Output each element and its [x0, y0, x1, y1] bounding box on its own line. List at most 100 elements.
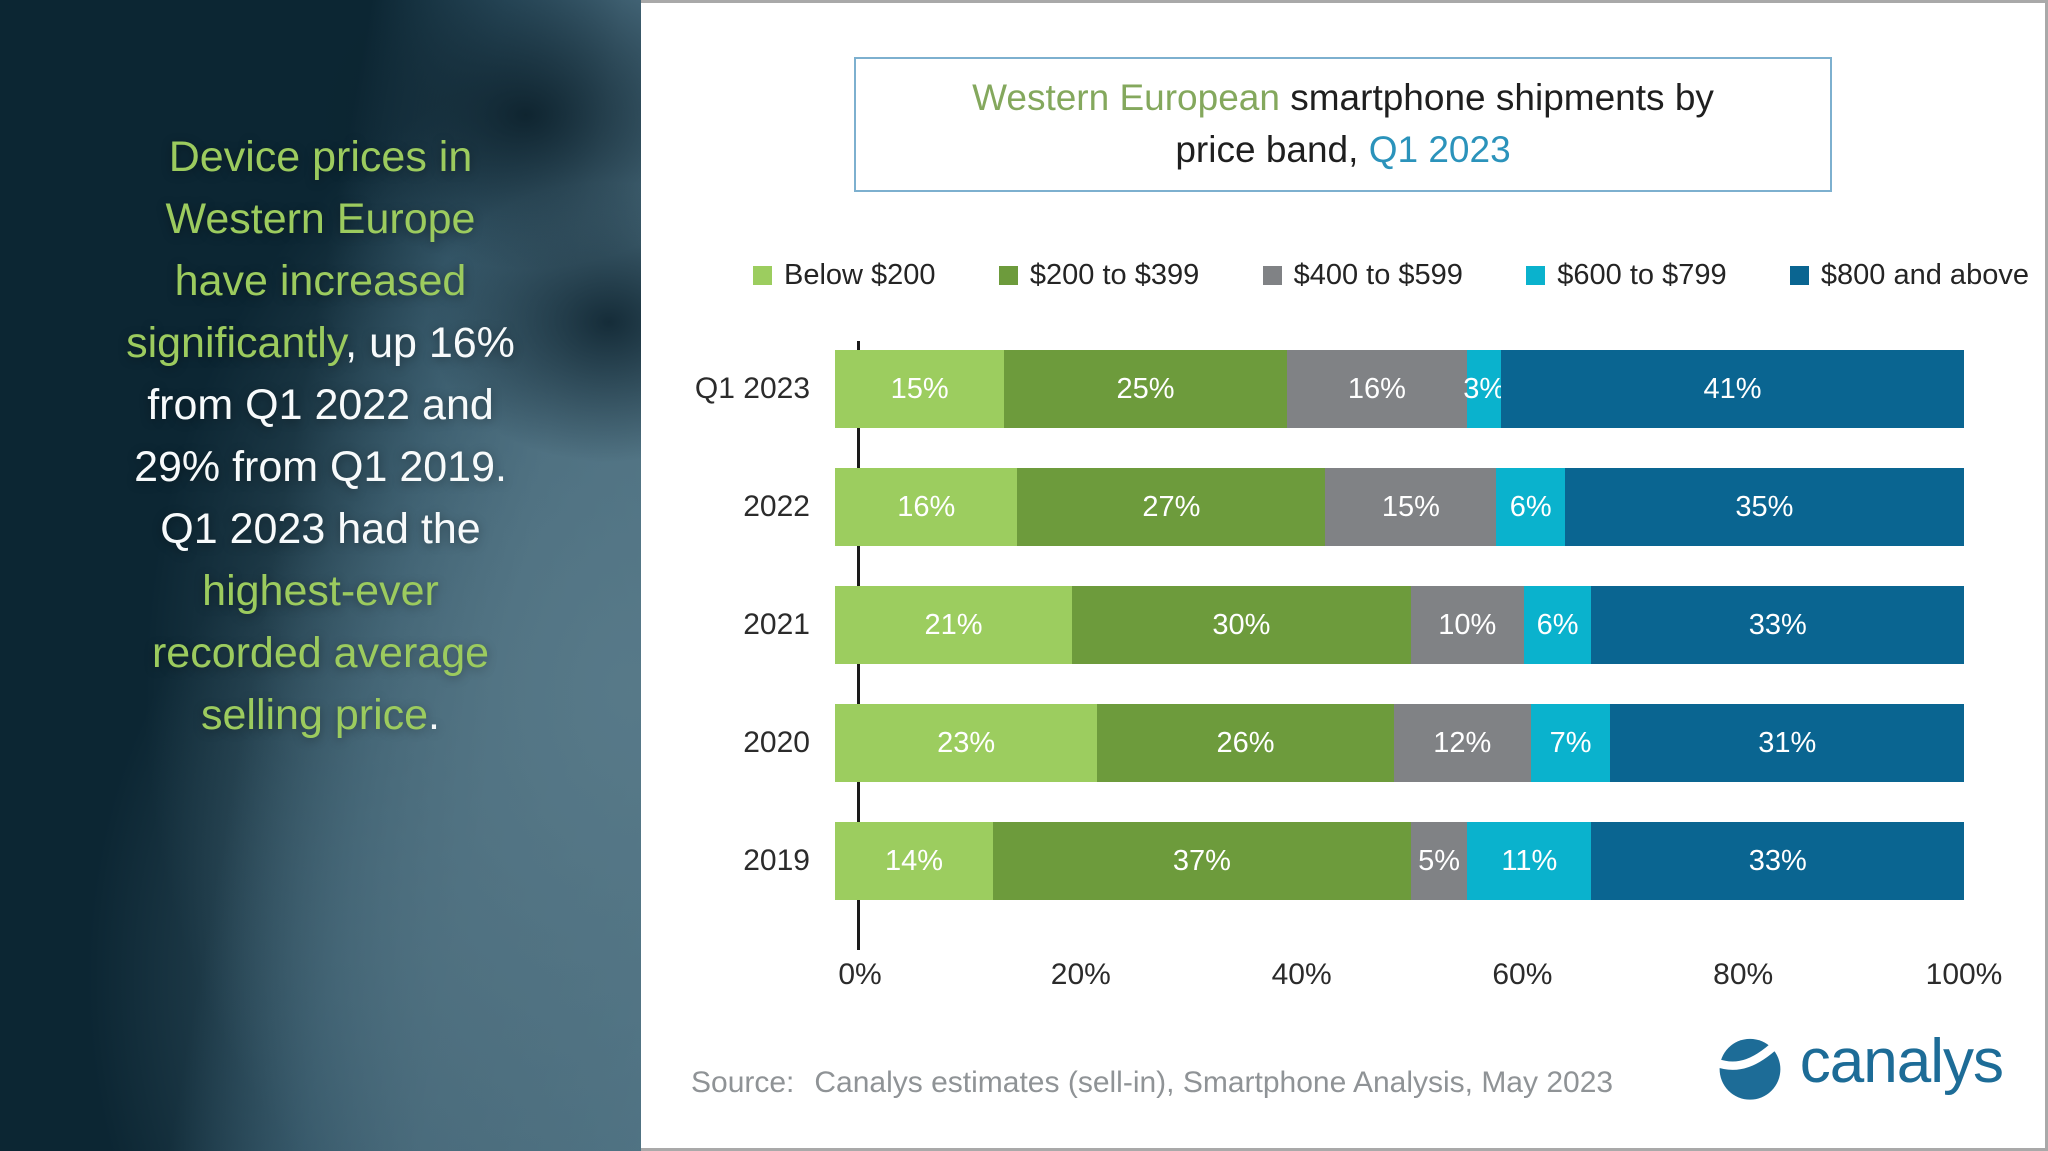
legend-swatch-icon	[1526, 266, 1546, 285]
bar-row: 2022 16% 27% 15% 6% 35%	[641, 468, 1964, 546]
bar-value-label: 41%	[1703, 372, 1762, 405]
chart-title-quarter: Q1 2023	[1368, 129, 1511, 170]
legend-swatch-icon	[998, 266, 1018, 285]
bar-rows: Q1 2023 15% 25% 16% 3% 41% 2022 16% 27% 15% 6% 35% 2…	[641, 350, 1964, 940]
bar-segment: 6%	[1496, 468, 1565, 546]
bar-segment: 12%	[1393, 704, 1531, 782]
source-note: Source: Canalys estimates (sell-in), Smar…	[691, 1066, 1613, 1100]
quote-segment: 29% from Q1 2019.	[134, 443, 507, 491]
bar-value-label: 27%	[1142, 490, 1201, 523]
quote-line: recorded average	[0, 622, 641, 684]
bar-segment: 26%	[1097, 704, 1394, 782]
bar-segment: 21%	[835, 586, 1073, 664]
bar-segment: 15%	[1325, 468, 1497, 546]
x-axis-tick-label: 40%	[1271, 958, 1332, 991]
legend-item: $400 to $599	[1262, 259, 1463, 292]
category-label: 2019	[743, 844, 810, 877]
bar-segment: 7%	[1530, 704, 1611, 782]
chart-panel: Western European smartphone shipments by…	[641, 0, 2048, 1151]
bar-segment: 15%	[835, 350, 1005, 428]
legend-item: $600 to $799	[1526, 259, 1727, 292]
source-label: Source:	[691, 1066, 795, 1099]
bar-value-label: 3%	[1463, 372, 1506, 405]
bar-value-label: 14%	[885, 844, 944, 877]
bar-segment: 5%	[1410, 822, 1468, 900]
bar-row: 2019 14% 37% 5% 11% 33%	[641, 822, 1964, 900]
stacked-bar: 14% 37% 5% 11% 33%	[835, 822, 1964, 900]
chart-title-line1: Western European smartphone shipments by	[872, 72, 1814, 124]
bar-row: 2021 21% 30% 10% 6% 33%	[641, 586, 1964, 664]
quote-segment: selling price	[200, 691, 429, 739]
legend-label: $200 to $399	[1029, 259, 1200, 291]
legend-label: $800 and above	[1820, 259, 2029, 291]
bar-value-label: 6%	[1536, 608, 1579, 641]
x-axis-tick-label: 0%	[838, 958, 882, 991]
category-label: Q1 2023	[694, 372, 810, 405]
quote-line: from Q1 2022 and	[0, 374, 641, 436]
bar-segment: 16%	[835, 468, 1018, 546]
bar-segment: 27%	[1017, 468, 1326, 546]
chart-title-line2: price band, Q1 2023	[872, 124, 1814, 176]
legend-label: $600 to $799	[1557, 259, 1727, 291]
bar-segment: 37%	[993, 822, 1411, 900]
bar-segment: 10%	[1410, 586, 1524, 664]
bar-value-label: 30%	[1212, 608, 1271, 641]
bar-segment: 11%	[1467, 822, 1592, 900]
bar-segment: 30%	[1072, 586, 1411, 664]
quote-line: have increased	[0, 250, 641, 312]
legend-item: $200 to $399	[998, 259, 1200, 292]
bar-segment: 6%	[1523, 586, 1592, 664]
bar-segment: 33%	[1591, 822, 1964, 900]
canalys-logo-icon	[1713, 1032, 1786, 1100]
quote-segment: from Q1 2022 and	[147, 381, 494, 429]
legend: Below $200 $200 to $399 $400 to $599 $600 t…	[753, 259, 2029, 292]
bar-segment: 14%	[835, 822, 994, 900]
bar-value-label: 12%	[1433, 726, 1492, 759]
quote-line: significantly, up 16%	[0, 312, 641, 374]
bar-segment: 35%	[1564, 468, 1964, 546]
bar-segment: 41%	[1501, 350, 1964, 428]
quote-line: Device prices in	[0, 126, 641, 188]
x-axis-ticks: 0% 20% 40% 60% 80% 100%	[838, 958, 2002, 998]
category-label: 2022	[743, 490, 810, 523]
bar-value-label: 23%	[937, 726, 996, 759]
bar-row: 2020 23% 26% 12% 7% 31%	[641, 704, 1964, 782]
bar-value-label: 15%	[1381, 490, 1440, 523]
x-axis-tick-label: 20%	[1050, 958, 1111, 991]
category-label: 2021	[743, 608, 810, 641]
quote-segment: Device prices in	[168, 133, 473, 181]
stacked-bar: 23% 26% 12% 7% 31%	[835, 704, 1964, 782]
bar-value-label: 33%	[1748, 844, 1807, 877]
legend-label: Below $200	[784, 259, 936, 291]
quote-segment: , up 16%	[345, 319, 515, 367]
bar-segment: 23%	[835, 704, 1098, 782]
canalys-logo: canalys	[1713, 1027, 2004, 1103]
stacked-bar: 21% 30% 10% 6% 33%	[835, 586, 1964, 664]
quote-segment: recorded average	[151, 629, 490, 677]
bar-value-label: 10%	[1438, 608, 1497, 641]
quote-line: Western Europe	[0, 188, 641, 250]
bar-value-label: 21%	[924, 608, 983, 641]
x-axis-tick-label: 100%	[1925, 958, 2003, 991]
legend-item: Below $200	[753, 259, 936, 292]
quote-segment: Q1 2023 had the	[160, 505, 481, 553]
stacked-bar: 15% 25% 16% 3% 41%	[835, 350, 1964, 428]
bar-value-label: 6%	[1509, 490, 1552, 523]
legend-swatch-icon	[1262, 266, 1282, 285]
bar-segment: 31%	[1610, 704, 1964, 782]
bar-segment: 3%	[1463, 350, 1505, 428]
legend-swatch-icon	[1789, 266, 1809, 285]
bar-value-label: 5%	[1418, 844, 1460, 877]
bar-segment: 33%	[1591, 586, 1964, 664]
bar-value-label: 31%	[1758, 726, 1817, 759]
canalys-wordmark: canalys	[1799, 1027, 2004, 1096]
quote-line: highest-ever	[0, 560, 641, 622]
bar-value-label: 25%	[1116, 372, 1175, 405]
legend-item: $800 and above	[1789, 259, 2029, 292]
chart-title: Western European smartphone shipments by…	[854, 57, 1832, 192]
bar-value-label: 33%	[1748, 608, 1807, 641]
quote-line: Q1 2023 had the	[0, 498, 641, 560]
x-axis-tick-label: 80%	[1713, 958, 1774, 991]
bar-value-label: 11%	[1501, 844, 1558, 877]
